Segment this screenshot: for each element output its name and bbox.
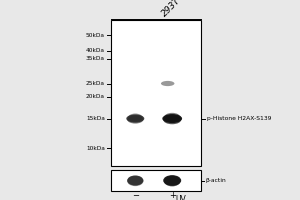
Ellipse shape [164,113,180,122]
Text: 15kDa: 15kDa [86,116,105,121]
Ellipse shape [127,175,143,186]
Text: 10kDa: 10kDa [86,146,105,151]
Ellipse shape [163,175,181,186]
Text: −: − [132,192,139,200]
Bar [111,20,201,166]
Text: β-actin: β-actin [206,178,226,183]
Ellipse shape [126,115,144,123]
Text: 20kDa: 20kDa [86,94,105,99]
Ellipse shape [161,81,175,86]
Ellipse shape [128,114,142,122]
Text: 40kDa: 40kDa [86,48,105,53]
Text: p-Histone H2AX-S139: p-Histone H2AX-S139 [207,116,272,121]
Text: 35kDa: 35kDa [86,56,105,61]
Ellipse shape [164,176,180,186]
Ellipse shape [162,114,182,123]
Text: 25kDa: 25kDa [86,81,105,86]
Bar [111,170,201,191]
Ellipse shape [163,115,181,124]
Ellipse shape [127,176,143,186]
Text: 50kDa: 50kDa [86,33,105,38]
Text: UV: UV [176,196,187,200]
Text: 293T: 293T [160,0,183,18]
Text: +: + [169,192,175,200]
Ellipse shape [127,116,143,124]
